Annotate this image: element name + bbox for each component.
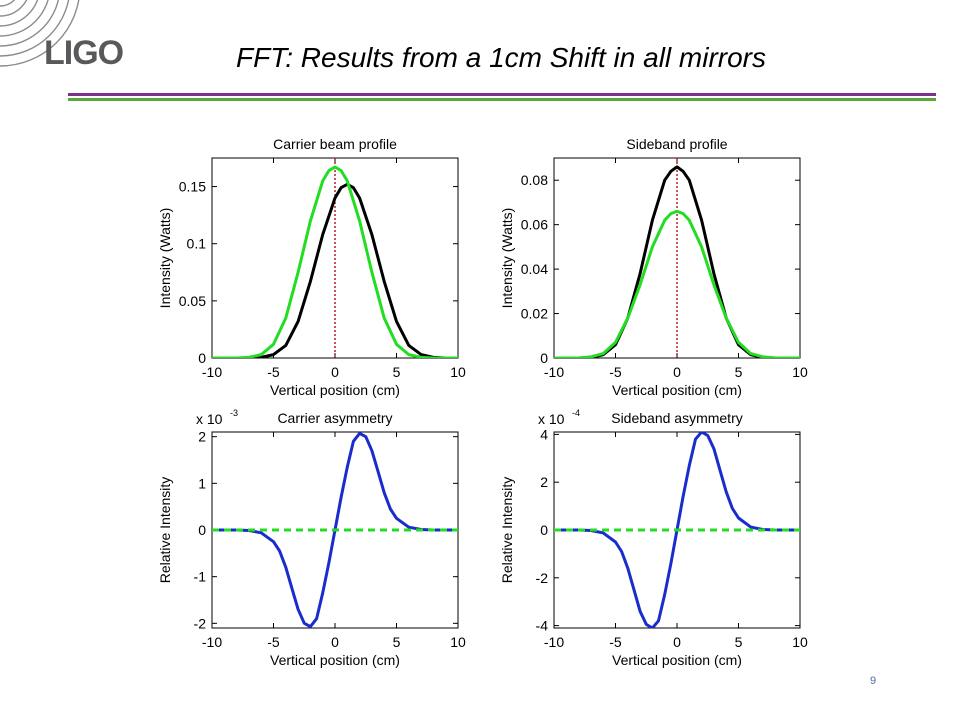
title-rule-purple [68,93,936,96]
y-tick-label: 0.1 [187,236,207,252]
chart-4: -10 -5 0 5 10 -4 -2 0 2 4 Sideband asymmetry Vertic… [499,408,808,668]
y-exponent-base: x 10 [538,411,565,427]
y-tick-label: 0 [540,350,548,366]
y-tick-label: 0.06 [521,217,548,233]
x-tick-label: 0 [673,364,681,380]
x-tick-label: -10 [202,634,222,650]
x-axis-label: Vertical position (cm) [270,652,400,668]
y-tick-label: 0 [198,522,206,538]
y-tick-label: -2 [536,570,549,586]
y-tick-label: -4 [536,618,549,634]
x-axis-label: Vertical position (cm) [612,382,742,398]
series-line-1 [212,182,458,358]
y-axis-label: Intensity (Watts) [157,208,173,309]
x-tick-label: -5 [267,634,280,650]
x-tick-label: -10 [202,364,222,380]
chart-title: Carrier beam profile [273,136,397,152]
x-tick-label: 0 [331,634,339,650]
y-tick-label: 0.02 [521,306,548,322]
x-tick-label: -5 [267,364,280,380]
x-tick-label: -5 [609,364,622,380]
y-tick-label: 0 [198,350,206,366]
x-tick-label: -10 [544,364,564,380]
x-tick-label: 10 [450,364,466,380]
y-axis-label: Relative Intensity [499,477,515,584]
y-tick-label: 1 [198,475,206,491]
y-axis-label: Relative Intensity [157,477,173,584]
title-rule-green [68,98,936,101]
y-tick-label: 2 [540,474,548,490]
y-tick-label: 4 [540,426,548,442]
x-axis-label: Vertical position (cm) [270,382,400,398]
x-tick-label: 0 [331,364,339,380]
ligo-logo: LIGO [44,34,124,72]
x-axis-label: Vertical position (cm) [612,652,742,668]
x-tick-label: 0 [673,634,681,650]
chart-2: -10 -5 0 5 10 0 0.02 0.04 0.06 0.08 Sideband profi… [499,136,808,398]
y-tick-label: 0.08 [521,172,548,188]
y-tick-label: 0.15 [179,179,206,195]
x-tick-label: 10 [450,634,466,650]
y-tick-label: -2 [194,615,207,631]
x-tick-label: 5 [393,634,401,650]
chart-title: Sideband profile [626,136,727,152]
y-axis-label: Intensity (Watts) [499,208,515,309]
chart-1: -10 -5 0 5 10 0 0.05 0.1 0.15 Carrier beam profil… [157,136,466,398]
x-tick-label: 10 [792,634,808,650]
y-tick-label: 0.04 [521,261,548,277]
page-number: 9 [870,675,877,687]
chart-title: Sideband asymmetry [611,410,743,426]
series-line-2 [554,209,800,358]
y-exponent-power: -4 [572,408,580,418]
chart-title: Carrier asymmetry [277,410,392,426]
x-tick-label: -5 [609,634,622,650]
slide-title: FFT: Results from a 1cm Shift in all mir… [236,42,767,73]
y-tick-label: 0 [540,522,548,538]
x-tick-label: 10 [792,364,808,380]
y-tick-label: -1 [194,569,207,585]
series-line-2 [212,165,458,358]
x-tick-label: 5 [735,364,743,380]
y-tick-label: 2 [198,429,206,445]
y-exponent-power: -3 [230,408,238,418]
y-exponent-base: x 10 [196,411,223,427]
ligo-arcs-logo-icon [0,0,80,67]
x-tick-label: -10 [544,634,564,650]
x-tick-label: 5 [735,634,743,650]
y-tick-label: 0.05 [179,293,206,309]
x-tick-label: 5 [393,364,401,380]
